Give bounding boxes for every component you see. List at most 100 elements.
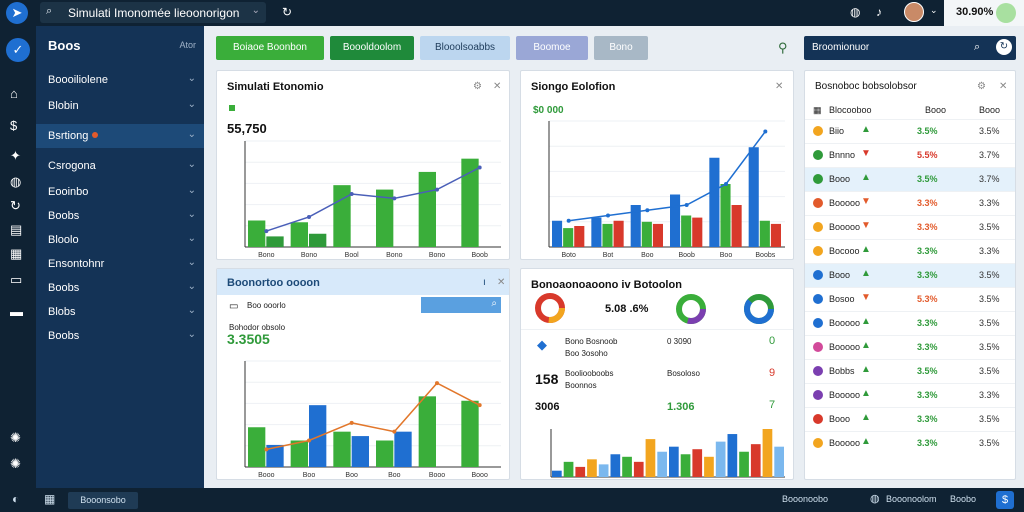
briefcase-icon[interactable]: ▬ <box>10 304 23 319</box>
document-icon[interactable]: ▤ <box>10 222 23 237</box>
list-item[interactable]: Biio ▲ 3.5% 3.5% <box>805 119 1015 143</box>
chevron-down-icon[interactable]: ⌄ <box>187 99 196 110</box>
tools-icon[interactable]: ✦ <box>10 148 21 163</box>
list-item[interactable]: Booooo ▲ 3.3% 3.5% <box>805 311 1015 335</box>
bottom-link[interactable]: Booonoolom <box>886 494 937 504</box>
user-icon[interactable]: ◐ <box>12 492 20 506</box>
chart-portfolio: Booo Boo Boo Boo Booo Booo <box>244 360 501 479</box>
monitor-icon[interactable]: ▭ <box>10 272 23 287</box>
sidebar-item[interactable]: Boobs ⌄ <box>36 276 204 300</box>
settings-icon[interactable]: ⚙ <box>473 81 482 92</box>
asset-value: 3.3% <box>979 198 1000 208</box>
sidebar-item[interactable]: Bsrtiong ⌄ <box>36 124 204 148</box>
bar <box>248 427 266 467</box>
sidebar-item[interactable]: Csrogona ⌄ <box>36 154 204 178</box>
close-icon[interactable]: ✕ <box>493 81 502 92</box>
list-item[interactable]: Bosoo ▼ 5.3% 3.5% <box>805 287 1015 311</box>
list-icon[interactable]: ▦ <box>10 246 23 261</box>
toolbar-button-5[interactable]: Bono <box>594 36 648 60</box>
asset-name: Booooo <box>829 438 861 448</box>
tick-label: Bool <box>345 252 359 259</box>
list-item[interactable]: Booooo ▼ 3.3% 3.3% <box>805 191 1015 215</box>
bottom-link[interactable]: Boobo <box>950 494 977 504</box>
info-icon[interactable]: ı <box>483 277 486 288</box>
globe-icon[interactable]: ◍ <box>850 5 861 19</box>
sidebar-item-label: Eooinbo <box>48 186 89 198</box>
refresh-icon[interactable]: ↻ <box>10 198 21 213</box>
chevron-down-icon[interactable]: ⌄ <box>187 281 196 292</box>
toolbar-button-1[interactable]: Boiaoe Boonbon <box>216 36 324 60</box>
search-bar[interactable]: ⌕ Simulati Imonomée lieoonorigon ⌄ <box>40 2 266 23</box>
asset-name: Booo <box>829 270 851 280</box>
tick-label: Bono <box>258 252 274 259</box>
toolbar-button-2[interactable]: Boooldoolom <box>330 36 414 60</box>
list-item[interactable]: Booooo ▼ 3.3% 3.5% <box>805 215 1015 239</box>
sidebar-item[interactable]: Blobs ⌄ <box>36 300 204 324</box>
chevron-down-icon[interactable]: ⌄ <box>187 185 196 196</box>
list-item[interactable]: Booo ▲ 3.3% 3.5% <box>805 407 1015 431</box>
sidebar-item[interactable]: Ensontohnr ⌄ <box>36 252 204 276</box>
settings-icon[interactable]: ✺ <box>10 430 21 445</box>
row-label: Booliooboobs <box>565 369 614 378</box>
toolbar-button-4[interactable]: Boomoe <box>516 36 588 60</box>
dollar-icon[interactable]: $ <box>10 118 18 133</box>
avatar[interactable] <box>904 2 924 22</box>
trend-line <box>266 166 481 232</box>
list-item[interactable]: Booo ▲ 3.5% 3.7% <box>805 167 1015 191</box>
sidebar-item[interactable]: Boooiliolene ⌄ <box>36 68 204 92</box>
bottom-link[interactable]: Booonoobo <box>782 494 829 504</box>
chevron-down-icon[interactable]: ⌄ <box>187 73 196 84</box>
app-logo[interactable]: ➤ <box>6 2 28 24</box>
asset-name: Biio <box>829 126 845 136</box>
gear-icon[interactable]: ✺ <box>10 456 21 471</box>
toolbar-button-3[interactable]: Blooolsoabbs <box>420 36 510 60</box>
list-item[interactable]: Booo ▲ 3.3% 3.5% <box>805 263 1015 287</box>
refresh-icon[interactable]: ↻ <box>996 39 1012 55</box>
row-sub: Boo 3osoho <box>565 349 608 358</box>
close-icon[interactable]: ✕ <box>999 81 1008 92</box>
portfolio-selector[interactable]: Broomionuor ⌕ ↻ <box>804 36 1016 60</box>
brand-icon[interactable]: ✓ <box>6 38 30 62</box>
sidebar-item[interactable]: Eooinbo ⌄ <box>36 180 204 204</box>
list-item[interactable]: Bnnno ▼ 5.5% 3.7% <box>805 143 1015 167</box>
search-icon[interactable]: ⌕ <box>974 41 981 53</box>
sidebar-item[interactable]: Boobs ⌄ <box>36 204 204 228</box>
chevron-down-icon[interactable]: ⌄ <box>187 129 196 140</box>
globe-icon[interactable]: ◍ <box>870 493 880 505</box>
chevron-down-icon[interactable]: ⌄ <box>187 159 196 170</box>
dollar-icon[interactable]: $ <box>996 491 1014 509</box>
search-icon[interactable]: ⌕ <box>491 298 497 309</box>
list-item[interactable]: Booooo ▲ 3.3% 3.3% <box>805 383 1015 407</box>
list-item[interactable]: Booooo ▲ 3.3% 3.5% <box>805 431 1015 455</box>
grid-icon[interactable]: ▦ <box>44 492 56 506</box>
home-icon[interactable]: ⌂ <box>10 86 18 101</box>
chevron-down-icon[interactable]: ⌄ <box>930 5 938 15</box>
bar <box>704 456 714 477</box>
chevron-down-icon[interactable]: ⌄ <box>187 305 196 316</box>
list-item[interactable]: Bobbs ▲ 3.5% 3.5% <box>805 359 1015 383</box>
bell-icon[interactable]: ♪ <box>876 5 882 19</box>
link-icon[interactable]: ⚲ <box>778 40 788 55</box>
arrow-up-icon: ▲ <box>861 316 871 327</box>
arrow-up-icon: ▲ <box>861 388 871 399</box>
close-icon[interactable]: ✕ <box>775 81 784 92</box>
settings-icon[interactable]: ⚙ <box>977 81 986 92</box>
sidebar-item-label: Bsrtiong <box>48 130 89 142</box>
asset-icon <box>813 294 823 304</box>
chevron-down-icon[interactable]: ⌄ <box>187 209 196 220</box>
chevron-down-icon[interactable]: ⌄ <box>187 233 196 244</box>
filter-input[interactable]: ⌕ <box>421 297 501 313</box>
sidebar-item[interactable]: Blobin ⌄ <box>36 94 204 118</box>
refresh-icon[interactable]: ↻ <box>282 5 293 19</box>
chevron-down-icon[interactable]: ⌄ <box>187 257 196 268</box>
list-item[interactable]: Booooo ▲ 3.3% 3.5% <box>805 335 1015 359</box>
globe-icon[interactable]: ◍ <box>10 174 22 189</box>
row-big: 158 <box>535 371 559 387</box>
sidebar-item[interactable]: Bloolo ⌄ <box>36 228 204 252</box>
list-item[interactable]: Bocooo ▲ 3.3% 3.3% <box>805 239 1015 263</box>
sidebar-item[interactable]: Boobs ⌄ <box>36 324 204 348</box>
chevron-down-icon[interactable]: ⌄ <box>187 329 196 340</box>
chevron-down-icon[interactable]: ⌄ <box>251 5 260 16</box>
bottom-button[interactable]: Booonsobo <box>68 492 138 509</box>
close-icon[interactable]: ✕ <box>497 277 506 288</box>
